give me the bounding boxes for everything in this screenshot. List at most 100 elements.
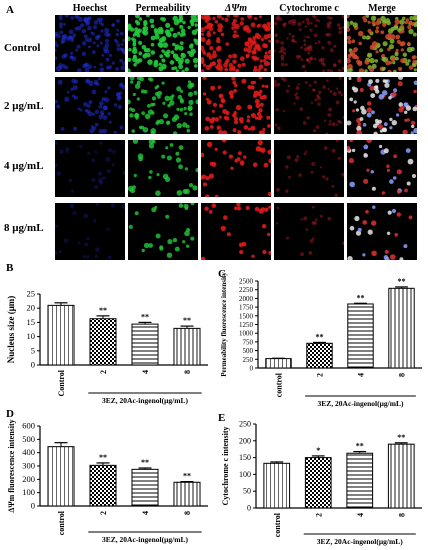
chart-cytochrome: 0 50 100 150 200 250 Cytochrome c intensity con… xyxy=(221,420,422,546)
micrograph-permeability-row2 xyxy=(128,77,198,134)
significance-label: ** xyxy=(183,316,191,325)
panel-a-letter: A xyxy=(6,4,14,16)
y-tick-label: 1000 xyxy=(239,330,254,338)
y-tick-label: 1250 xyxy=(239,321,254,329)
category-label: 4 xyxy=(141,370,150,374)
y-tick-label: 150 xyxy=(239,453,251,462)
bar xyxy=(131,323,159,366)
y-tick-label: 20 xyxy=(27,303,36,313)
x-axis-label: 3EZ, 20Ac-ingenol(μg/mL) xyxy=(317,537,403,546)
y-tick-label: 50 xyxy=(243,487,251,496)
category-label: 2 xyxy=(316,373,325,377)
y-axis-label: Cytochrome c intensity xyxy=(221,427,230,506)
bar xyxy=(47,304,75,366)
bar xyxy=(265,358,292,369)
x-axis-label: 3EZ, 20Ac-ingenol(μg/mL) xyxy=(102,396,188,405)
bar xyxy=(173,481,201,507)
significance-label: ** xyxy=(183,472,191,481)
panel-b-letter: B xyxy=(6,262,14,274)
micrograph-dpsim-row4 xyxy=(201,203,271,260)
y-tick-label: 25 xyxy=(27,289,36,299)
micrograph-permeability-row4 xyxy=(128,203,198,260)
y-tick-label: 10 xyxy=(27,331,36,341)
y-tick-label: 200 xyxy=(239,436,251,445)
category-label: Control xyxy=(57,369,66,396)
y-tick-label: 500 xyxy=(22,434,35,444)
micrograph-hoechst-row1 xyxy=(55,15,125,72)
category-label: 8 xyxy=(183,370,192,374)
x-axis-label: 3EZ, 20Ac-ingenol(μg/mL) xyxy=(318,399,404,408)
x-axis-label: 3EZ, 20Ac-ingenol(μg/mL) xyxy=(102,535,188,544)
micrograph-permeability-row1 xyxy=(128,15,198,72)
bar xyxy=(263,462,291,509)
micrograph-permeability-row3 xyxy=(128,140,198,197)
micrograph-dpsim-row2 xyxy=(201,77,271,134)
bar xyxy=(173,327,201,366)
y-tick-label: 250 xyxy=(243,356,254,364)
significance-label: ** xyxy=(99,306,107,315)
category-label: 8 xyxy=(183,511,192,515)
bar xyxy=(388,287,415,369)
category-label: 8 xyxy=(398,373,407,377)
y-tick-label: 500 xyxy=(243,347,254,355)
row-head-2: 2 μg/mL xyxy=(4,100,44,112)
significance-label: ** xyxy=(99,453,107,462)
category-label: 2 xyxy=(314,513,323,517)
micrograph-cytochrome-row4 xyxy=(274,203,344,260)
y-tick-label: 2500 xyxy=(239,278,254,286)
bar xyxy=(346,452,374,509)
significance-label: ** xyxy=(141,312,149,321)
chart-nucleus-size: 0 5 10 15 20 25 Nucleus size (μm) Control ** 2 ** 4… xyxy=(6,289,208,405)
col-head-merge: Merge xyxy=(368,3,396,14)
bar xyxy=(89,464,117,507)
y-tick-label: 300 xyxy=(22,461,35,471)
y-tick-label: 1500 xyxy=(239,312,254,320)
row-head-4: 4 μg/mL xyxy=(4,160,44,172)
panel-c-letter: C xyxy=(218,268,226,280)
y-tick-label: 2250 xyxy=(239,286,254,294)
micrograph-cytochrome-row3 xyxy=(274,140,344,197)
micrograph-hoechst-row3 xyxy=(55,140,125,197)
panel-d-letter: D xyxy=(6,408,14,420)
micrograph-merge-row3 xyxy=(347,140,417,197)
micrograph-merge-row4 xyxy=(347,203,417,260)
micrograph-dpsim-row3 xyxy=(201,140,271,197)
y-tick-label: 100 xyxy=(239,470,251,479)
significance-label: ** xyxy=(357,293,365,302)
category-label: 4 xyxy=(356,513,365,517)
category-label: 2 xyxy=(99,370,108,374)
bar xyxy=(306,342,333,369)
significance-label: ** xyxy=(397,433,405,442)
y-tick-label: 600 xyxy=(22,421,35,431)
micrograph-dpsim-row1 xyxy=(201,15,271,72)
row-head-control: Control xyxy=(4,42,41,54)
y-tick-label: 15 xyxy=(27,317,36,327)
y-tick-label: 200 xyxy=(22,474,35,484)
category-label: 4 xyxy=(357,373,366,377)
y-tick-label: 2000 xyxy=(239,295,254,303)
category-label: 4 xyxy=(141,511,150,515)
significance-label: * xyxy=(316,446,320,455)
bar xyxy=(387,443,415,509)
bar xyxy=(347,303,374,369)
row-head-8: 8 μg/mL xyxy=(4,222,44,234)
y-axis-label: Permeability fluorescence intensity xyxy=(220,272,228,377)
col-head-cytochrome: Cytochrome c xyxy=(279,3,339,14)
bar xyxy=(131,468,159,507)
bar xyxy=(89,318,117,366)
y-axis-label: ΔΨm fluorescence intensity xyxy=(7,419,16,512)
micrograph-cytochrome-row1 xyxy=(274,15,344,72)
y-tick-label: 750 xyxy=(243,338,254,346)
y-tick-label: 0 xyxy=(31,501,35,511)
chart-dpsim: 0 100 200 300 400 500 600 ΔΨm fluorescence inte… xyxy=(7,419,208,544)
micrograph-merge-row1 xyxy=(347,15,417,72)
category-label: 2 xyxy=(99,511,108,515)
micrograph-cytochrome-row2 xyxy=(274,77,344,134)
y-tick-label: 0 xyxy=(247,504,251,513)
panel-e-letter: E xyxy=(218,412,226,424)
y-axis-label: Nucleus size (μm) xyxy=(6,296,16,364)
col-head-hoechst: Hoechst xyxy=(72,3,108,14)
micrograph-hoechst-row4 xyxy=(55,203,125,260)
y-tick-label: 0 xyxy=(250,365,254,373)
